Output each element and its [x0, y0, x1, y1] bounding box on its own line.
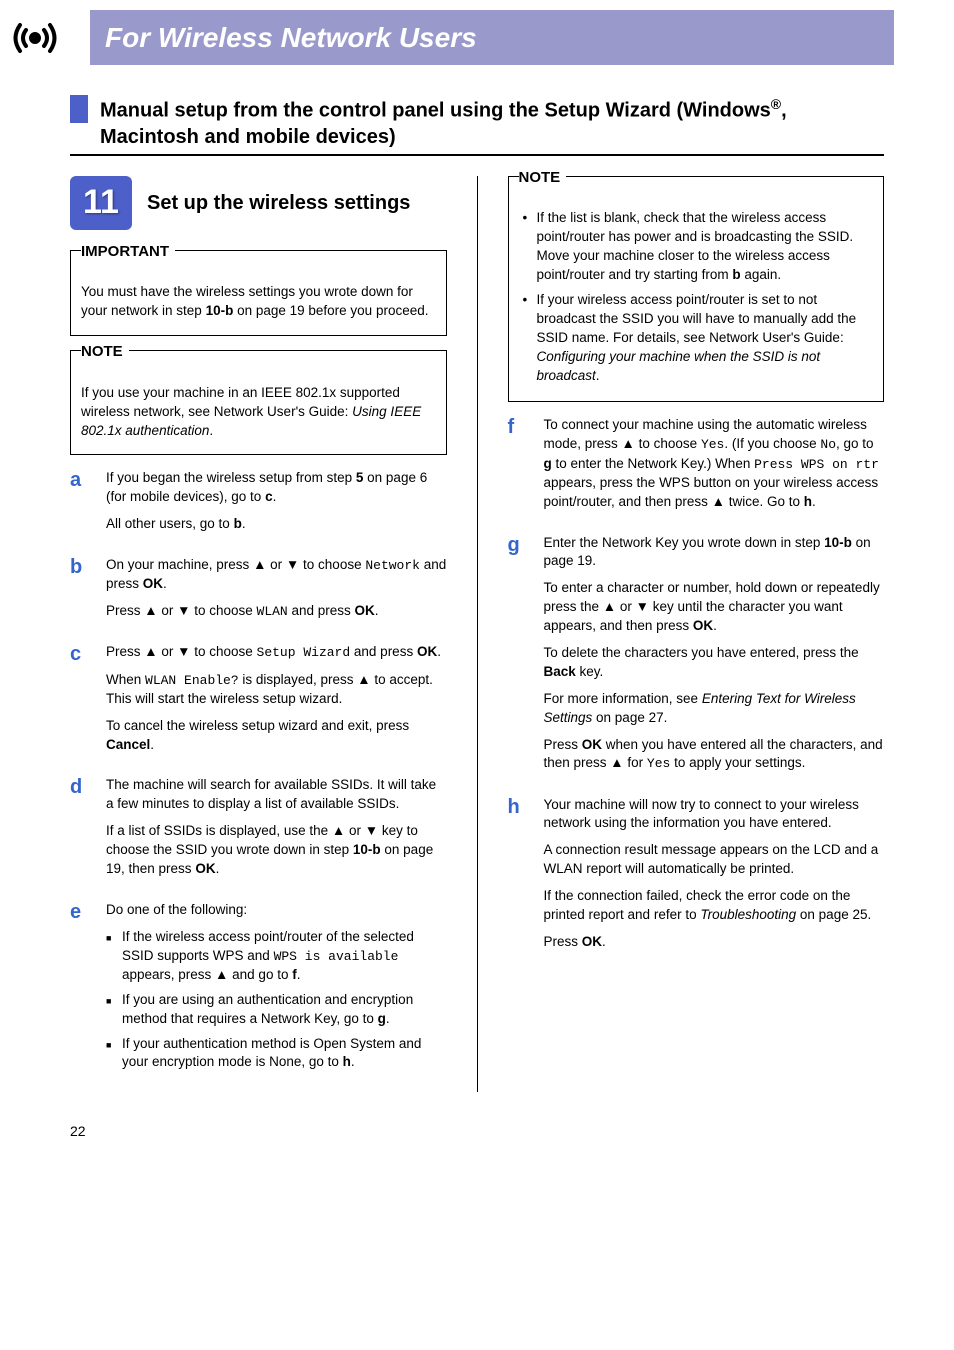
step-g-p2: To enter a character or number, hold dow…: [544, 579, 885, 636]
step-e-p1: Do one of the following:: [106, 901, 447, 920]
step-b-p2: Press ▲ or ▼ to choose WLAN and press OK…: [106, 602, 447, 621]
step-letter-d: d: [70, 776, 92, 886]
step-d-p2: If a list of SSIDs is displayed, use the…: [106, 822, 447, 879]
step-c-p1: Press ▲ or ▼ to choose Setup Wizard and …: [106, 643, 447, 662]
step-c: c Press ▲ or ▼ to choose Setup Wizard an…: [70, 643, 447, 762]
wireless-icon: [0, 10, 70, 65]
step-letter-f: f: [508, 416, 530, 519]
step-g-p1: Enter the Network Key you wrote down in …: [544, 534, 885, 572]
step-e-li3: If your authentication method is Open Sy…: [106, 1035, 447, 1073]
step-e: e Do one of the following: If the wirele…: [70, 901, 447, 1078]
note1-text: If you use your machine in an IEEE 802.1…: [81, 384, 436, 441]
important-text: You must have the wireless settings you …: [81, 283, 436, 321]
step-a-p2: All other users, go to b.: [106, 515, 447, 534]
step-g: g Enter the Network Key you wrote down i…: [508, 534, 885, 782]
column-divider: [477, 176, 478, 1093]
note2-li2: If your wireless access point/router is …: [537, 291, 874, 385]
important-box: IMPORTANT You must have the wireless set…: [70, 250, 447, 336]
banner-title: For Wireless Network Users: [105, 22, 477, 53]
banner-bg: For Wireless Network Users: [90, 10, 894, 65]
step-letter-e: e: [70, 901, 92, 1078]
step-title: Set up the wireless settings: [147, 191, 410, 215]
step-d-p1: The machine will search for available SS…: [106, 776, 447, 814]
step-g-p3: To delete the characters you have entere…: [544, 644, 885, 682]
step-letter-a: a: [70, 469, 92, 542]
note2-li1: If the list is blank, check that the wir…: [537, 209, 874, 285]
note2-label: NOTE: [519, 167, 567, 188]
section-heading: Manual setup from the control panel usin…: [70, 95, 884, 156]
step-h-p2: A connection result message appears on t…: [544, 841, 885, 879]
step-e-li2: If you are using an authentication and e…: [106, 991, 447, 1029]
step-a: a If you began the wireless setup from s…: [70, 469, 447, 542]
step-c-p3: To cancel the wireless setup wizard and …: [106, 717, 447, 755]
page-number: 22: [0, 1112, 954, 1162]
note1-label: NOTE: [81, 341, 129, 362]
heading-marker: [70, 95, 88, 123]
step-b: b On your machine, press ▲ or ▼ to choos…: [70, 556, 447, 629]
right-column: NOTE If the list is blank, check that th…: [508, 176, 885, 1093]
step-letter-g: g: [508, 534, 530, 782]
step-c-p2: When WLAN Enable? is displayed, press ▲ …: [106, 671, 447, 709]
step-e-li1: If the wireless access point/router of t…: [106, 928, 447, 985]
important-label: IMPORTANT: [81, 241, 175, 262]
step-h: h Your machine will now try to connect t…: [508, 796, 885, 960]
step-11-header: 11 Set up the wireless settings: [70, 176, 447, 230]
step-h-p3: If the connection failed, check the erro…: [544, 887, 885, 925]
step-letter-c: c: [70, 643, 92, 762]
step-g-p4: For more information, see Entering Text …: [544, 690, 885, 728]
step-number-badge: 11: [70, 176, 132, 230]
step-b-p1: On your machine, press ▲ or ▼ to choose …: [106, 556, 447, 594]
note-box-1: NOTE If you use your machine in an IEEE …: [70, 350, 447, 455]
header-banner: For Wireless Network Users: [0, 0, 954, 65]
step-d: d The machine will search for available …: [70, 776, 447, 886]
step-a-p1: If you began the wireless setup from ste…: [106, 469, 447, 507]
section-title: Manual setup from the control panel usin…: [100, 95, 884, 150]
step-g-p5: Press OK when you have entered all the c…: [544, 736, 885, 774]
step-f: f To connect your machine using the auto…: [508, 416, 885, 519]
note-box-2: NOTE If the list is blank, check that th…: [508, 176, 885, 403]
step-h-p4: Press OK.: [544, 933, 885, 952]
step-letter-b: b: [70, 556, 92, 629]
left-column: 11 Set up the wireless settings IMPORTAN…: [70, 176, 447, 1093]
step-h-p1: Your machine will now try to connect to …: [544, 796, 885, 834]
step-letter-h: h: [508, 796, 530, 960]
step-f-p1: To connect your machine using the automa…: [544, 416, 885, 511]
